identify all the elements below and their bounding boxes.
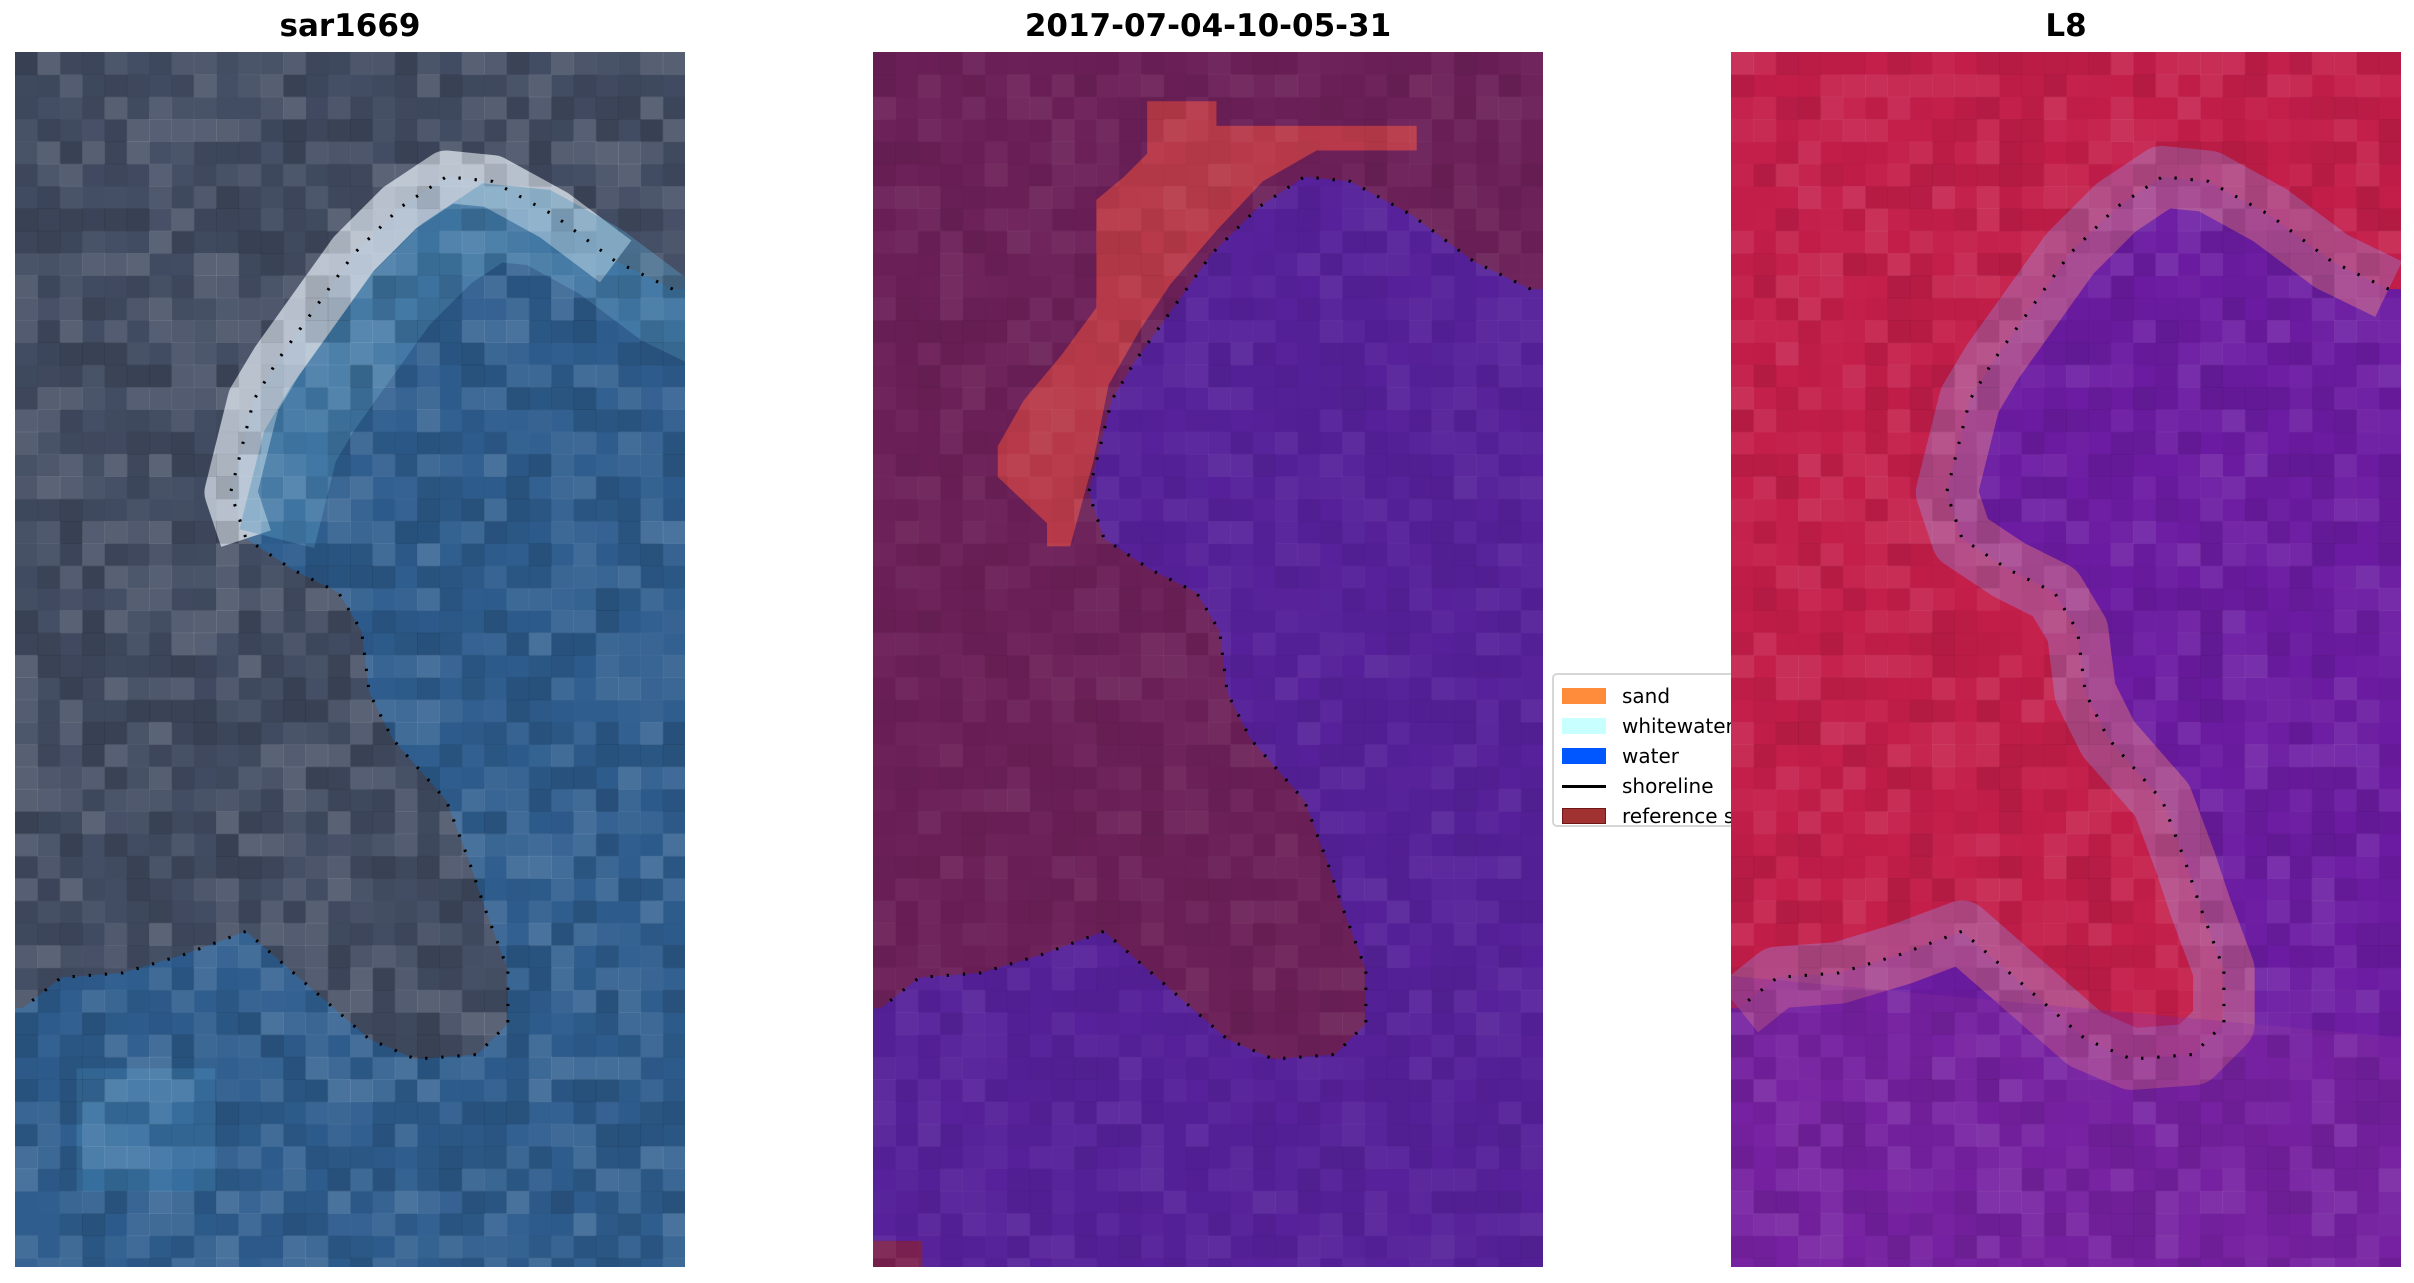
shoreline bbox=[21, 175, 674, 1061]
legend-swatch bbox=[1562, 688, 1606, 704]
legend-swatch bbox=[1562, 718, 1606, 734]
panel-title-1: sar1669 bbox=[279, 8, 421, 44]
legend-label: sand bbox=[1622, 684, 1671, 708]
image-panel-l8 bbox=[1731, 52, 2401, 1267]
legend-item-sand: sand bbox=[1562, 681, 1750, 711]
pixel-texture bbox=[15, 52, 685, 1267]
legend: sand whitewater water shoreline referenc… bbox=[1552, 673, 1752, 828]
legend-label: water bbox=[1622, 744, 1679, 768]
shoreline bbox=[1737, 175, 2390, 1061]
lower-water-tint bbox=[1731, 975, 2401, 1267]
legend-item-shoreline: shoreline bbox=[1562, 771, 1750, 801]
legend-item-water: water bbox=[1562, 741, 1750, 771]
legend-swatch bbox=[1562, 748, 1606, 764]
water-area bbox=[873, 176, 1543, 1267]
shallow-water bbox=[76, 1068, 216, 1192]
legend-label: whitewater bbox=[1622, 714, 1734, 738]
shoreline bbox=[879, 175, 1532, 1061]
legend-line bbox=[1562, 784, 1606, 788]
legend-item-whitewater: whitewater bbox=[1562, 711, 1750, 741]
image-panel-sar1669 bbox=[15, 52, 685, 1267]
corner-patch bbox=[873, 1240, 923, 1267]
legend-swatch bbox=[1562, 808, 1606, 824]
water-area bbox=[15, 176, 685, 1267]
legend-label: shoreline bbox=[1622, 774, 1714, 798]
image-panel-classified bbox=[873, 52, 1543, 1267]
legend-item-reference-shoreline: reference s bbox=[1562, 801, 1750, 831]
nearshore-water bbox=[239, 183, 685, 548]
panel-title-2: 2017-07-04-10-05-31 bbox=[1024, 8, 1392, 44]
pixel-texture bbox=[1731, 52, 2401, 1267]
panel-title-3: L8 bbox=[2045, 8, 2087, 44]
legend-label: reference s bbox=[1622, 804, 1735, 828]
reference-sand-area bbox=[997, 101, 1417, 547]
pixel-texture bbox=[873, 52, 1543, 1267]
